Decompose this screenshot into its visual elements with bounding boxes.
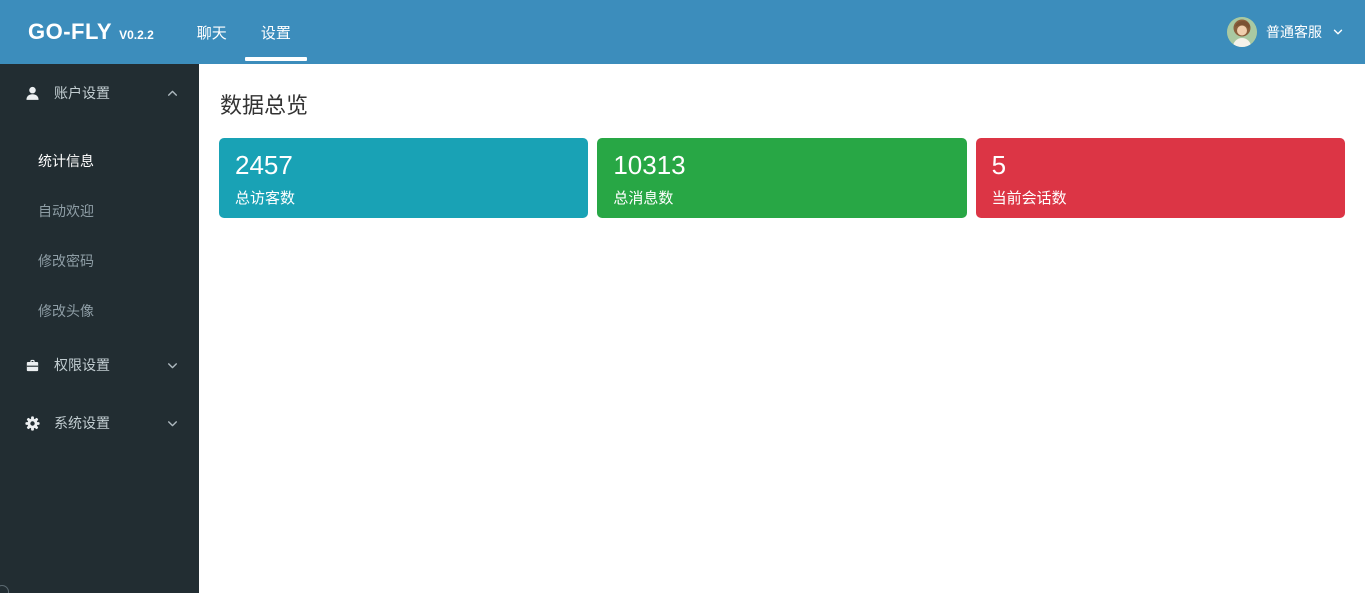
tab-chat[interactable]: 聊天 xyxy=(180,0,244,64)
user-icon xyxy=(24,85,41,102)
sidebar-item-statistics[interactable]: 统计信息 xyxy=(0,136,199,186)
user-name: 普通客服 xyxy=(1266,24,1322,40)
app-logo-name: GO-FLY xyxy=(28,19,113,44)
main-content: 数据总览 2457 总访客数 10313 总消息数 5 当前会话数 xyxy=(199,64,1365,593)
stat-card-total-visitors: 2457 总访客数 xyxy=(219,138,589,218)
gear-icon xyxy=(24,415,41,432)
user-avatar xyxy=(1227,17,1257,47)
stat-label: 当前会话数 xyxy=(991,190,1067,207)
sidebar-item-auto-welcome[interactable]: 自动欢迎 xyxy=(0,186,199,236)
sidebar-section-permission-settings[interactable]: 权限设置 xyxy=(0,336,199,394)
sidebar-section-label: 系统设置 xyxy=(54,415,110,431)
header-tabs: 聊天 设置 xyxy=(180,0,308,64)
app-logo: GO-FLY V0.2.2 xyxy=(0,0,180,64)
sidebar-item-label: 修改头像 xyxy=(38,303,94,319)
sidebar-section-account-settings[interactable]: 账户设置 xyxy=(0,64,199,122)
stat-label: 总消息数 xyxy=(613,190,674,207)
stat-card-current-sessions: 5 当前会话数 xyxy=(975,138,1345,218)
stat-value: 5 xyxy=(991,150,1007,180)
tab-chat-label: 聊天 xyxy=(196,24,227,42)
briefcase-icon xyxy=(24,357,41,374)
tab-settings-label: 设置 xyxy=(260,24,291,42)
sidebar-section-label: 账户设置 xyxy=(54,85,110,101)
chevron-down-icon xyxy=(166,417,179,430)
sidebar-section-label: 权限设置 xyxy=(54,357,110,373)
sidebar-item-label: 修改密码 xyxy=(38,253,94,269)
chevron-up-icon xyxy=(166,87,179,100)
corner-circle-mark xyxy=(0,585,9,593)
stat-label: 总访客数 xyxy=(235,190,296,207)
stat-value: 10313 xyxy=(613,150,686,180)
chevron-down-icon xyxy=(1331,25,1345,39)
user-menu[interactable]: 普通客服 xyxy=(1227,0,1365,64)
sidebar: 账户设置 统计信息 自动欢迎 修改密码 修改头像 xyxy=(0,64,199,593)
app-logo-version: V0.2.2 xyxy=(119,28,154,42)
page-title: 数据总览 xyxy=(220,93,309,118)
sidebar-section-system-settings[interactable]: 系统设置 xyxy=(0,394,199,452)
sidebar-item-label: 自动欢迎 xyxy=(38,203,94,219)
stat-card-total-messages: 10313 总消息数 xyxy=(597,138,967,218)
sidebar-item-change-avatar[interactable]: 修改头像 xyxy=(0,286,199,336)
page-body: 账户设置 统计信息 自动欢迎 修改密码 修改头像 xyxy=(0,64,1365,593)
account-settings-submenu: 统计信息 自动欢迎 修改密码 修改头像 xyxy=(0,122,199,336)
chevron-down-icon xyxy=(166,359,179,372)
stat-value: 2457 xyxy=(235,150,293,180)
stats-row: 2457 总访客数 10313 总消息数 5 当前会话数 xyxy=(219,138,1345,218)
top-header: GO-FLY V0.2.2 聊天 设置 普通客服 xyxy=(0,0,1365,64)
sidebar-item-label: 统计信息 xyxy=(38,153,94,169)
sidebar-item-change-password[interactable]: 修改密码 xyxy=(0,236,199,286)
user-photo-avatar xyxy=(1227,17,1257,47)
tab-settings[interactable]: 设置 xyxy=(244,0,308,64)
